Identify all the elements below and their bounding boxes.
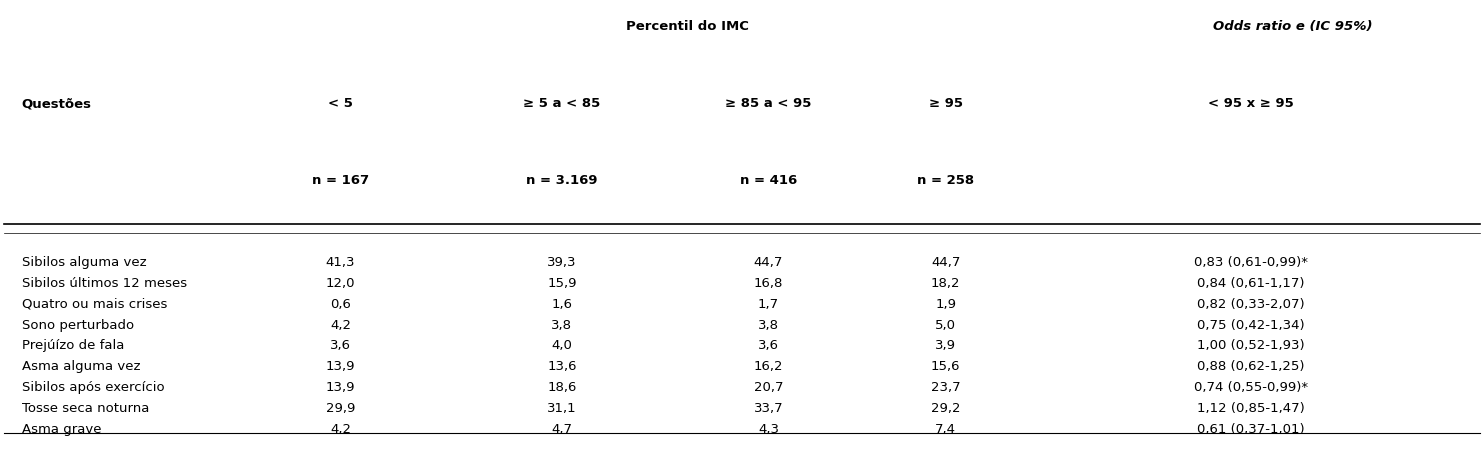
Text: 4,2: 4,2 [329, 423, 352, 436]
Text: 12,0: 12,0 [326, 277, 355, 290]
Text: n = 416: n = 416 [741, 174, 797, 187]
Text: Sono perturbado: Sono perturbado [22, 319, 134, 332]
Text: 29,2: 29,2 [930, 402, 960, 415]
Text: 39,3: 39,3 [548, 256, 577, 269]
Text: 41,3: 41,3 [326, 256, 355, 269]
Text: 1,9: 1,9 [935, 298, 956, 310]
Text: 3,6: 3,6 [758, 340, 779, 353]
Text: 33,7: 33,7 [754, 402, 784, 415]
Text: 1,12 (0,85-1,47): 1,12 (0,85-1,47) [1198, 402, 1304, 415]
Text: 3,9: 3,9 [935, 340, 956, 353]
Text: 0,83 (0,61-0,99)*: 0,83 (0,61-0,99)* [1195, 256, 1307, 269]
Text: 23,7: 23,7 [930, 381, 960, 394]
Text: Asma grave: Asma grave [22, 423, 101, 436]
Text: 44,7: 44,7 [930, 256, 960, 269]
Text: 15,6: 15,6 [930, 360, 960, 373]
Text: 18,2: 18,2 [930, 277, 960, 290]
Text: 4,7: 4,7 [552, 423, 573, 436]
Text: 18,6: 18,6 [548, 381, 577, 394]
Text: Sibilos após exercício: Sibilos após exercício [22, 381, 165, 394]
Text: ≥ 85 a < 95: ≥ 85 a < 95 [726, 97, 812, 110]
Text: 44,7: 44,7 [754, 256, 784, 269]
Text: Questões: Questões [22, 97, 92, 110]
Text: 3,8: 3,8 [552, 319, 573, 332]
Text: Prejúízo de fala: Prejúízo de fala [22, 340, 125, 353]
Text: Asma alguma vez: Asma alguma vez [22, 360, 141, 373]
Text: n = 167: n = 167 [312, 174, 370, 187]
Text: Tosse seca noturna: Tosse seca noturna [22, 402, 150, 415]
Text: 0,74 (0,55-0,99)*: 0,74 (0,55-0,99)* [1195, 381, 1309, 394]
Text: 1,6: 1,6 [552, 298, 573, 310]
Text: 5,0: 5,0 [935, 319, 956, 332]
Text: 7,4: 7,4 [935, 423, 956, 436]
Text: 13,6: 13,6 [548, 360, 577, 373]
Text: 29,9: 29,9 [326, 402, 355, 415]
Text: 4,3: 4,3 [758, 423, 779, 436]
Text: 16,8: 16,8 [754, 277, 784, 290]
Text: ≥ 5 a < 85: ≥ 5 a < 85 [524, 97, 601, 110]
Text: 1,00 (0,52-1,93): 1,00 (0,52-1,93) [1198, 340, 1304, 353]
Text: 15,9: 15,9 [548, 277, 577, 290]
Text: n = 258: n = 258 [917, 174, 974, 187]
Text: < 95 x ≥ 95: < 95 x ≥ 95 [1208, 97, 1294, 110]
Text: 16,2: 16,2 [754, 360, 784, 373]
Text: Odds ratio e (IC 95%): Odds ratio e (IC 95%) [1212, 20, 1373, 33]
Text: 0,88 (0,62-1,25): 0,88 (0,62-1,25) [1198, 360, 1304, 373]
Text: 0,6: 0,6 [329, 298, 352, 310]
Text: Percentil do IMC: Percentil do IMC [626, 20, 749, 33]
Text: 4,2: 4,2 [329, 319, 352, 332]
Text: Sibilos últimos 12 meses: Sibilos últimos 12 meses [22, 277, 187, 290]
Text: 1,7: 1,7 [758, 298, 779, 310]
Text: 0,84 (0,61-1,17): 0,84 (0,61-1,17) [1198, 277, 1304, 290]
Text: 3,6: 3,6 [329, 340, 352, 353]
Text: < 5: < 5 [328, 97, 353, 110]
Text: 13,9: 13,9 [326, 360, 355, 373]
Text: 13,9: 13,9 [326, 381, 355, 394]
Text: 0,75 (0,42-1,34): 0,75 (0,42-1,34) [1198, 319, 1304, 332]
Text: Quatro ou mais crises: Quatro ou mais crises [22, 298, 168, 310]
Text: 0,82 (0,33-2,07): 0,82 (0,33-2,07) [1198, 298, 1304, 310]
Text: 0,61 (0,37-1,01): 0,61 (0,37-1,01) [1198, 423, 1304, 436]
Text: 20,7: 20,7 [754, 381, 784, 394]
Text: n = 3.169: n = 3.169 [527, 174, 598, 187]
Text: 3,8: 3,8 [758, 319, 779, 332]
Text: 31,1: 31,1 [548, 402, 577, 415]
Text: ≥ 95: ≥ 95 [929, 97, 963, 110]
Text: Sibilos alguma vez: Sibilos alguma vez [22, 256, 147, 269]
Text: 4,0: 4,0 [552, 340, 573, 353]
